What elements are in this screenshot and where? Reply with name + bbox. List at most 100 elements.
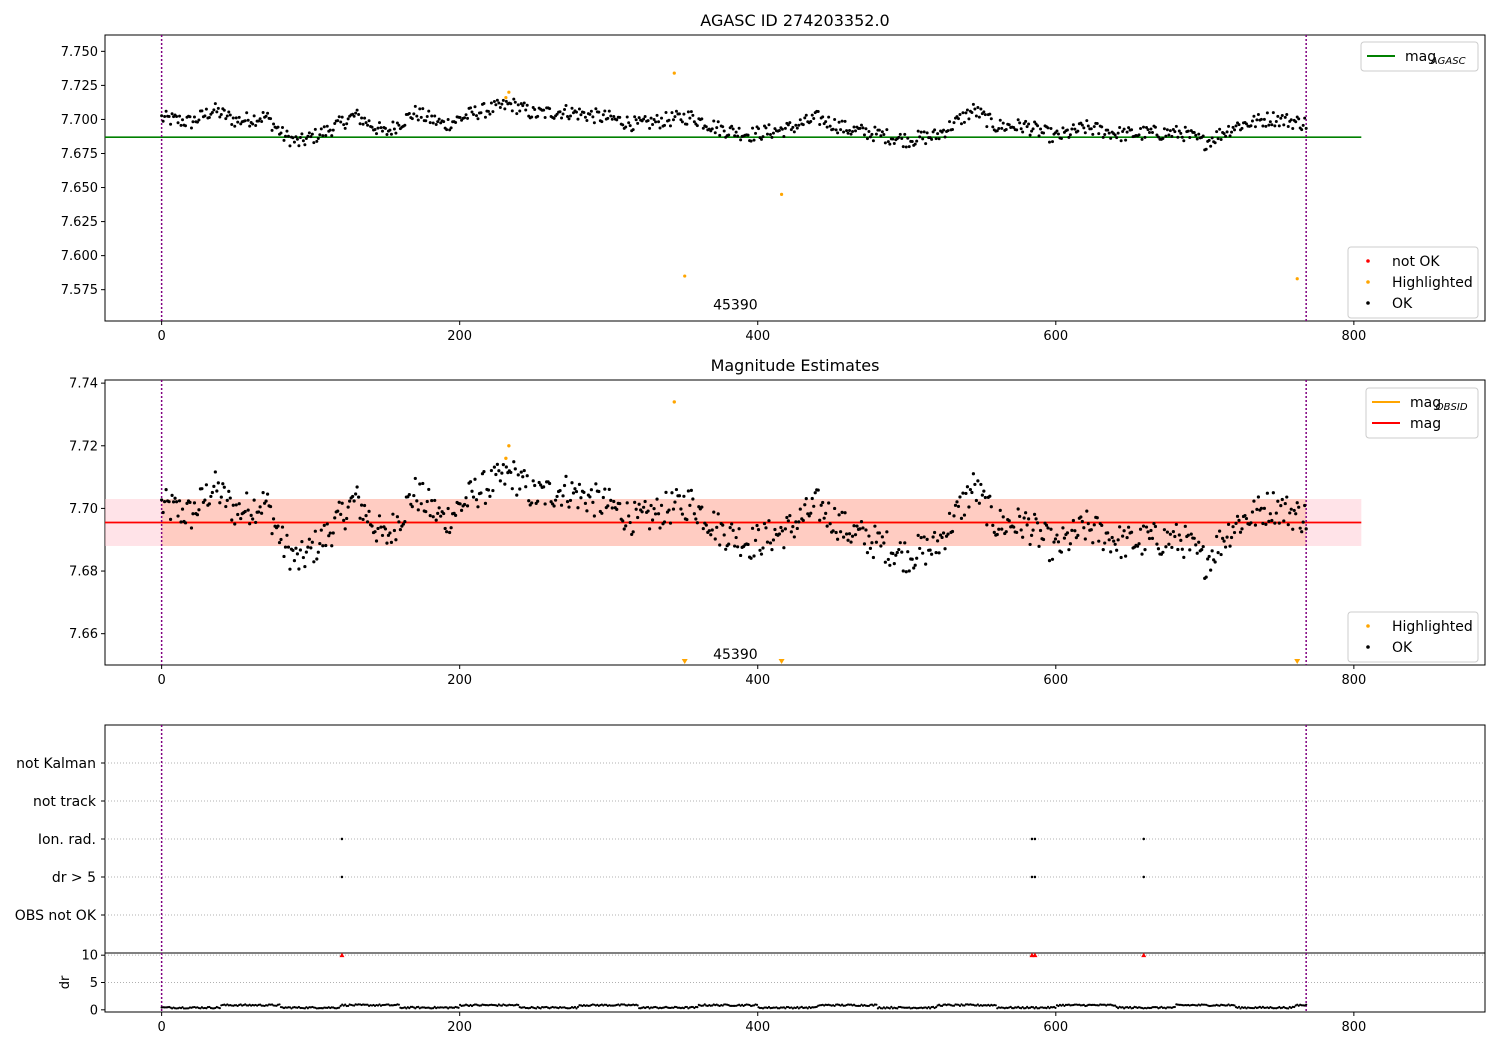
dr-point <box>417 1005 420 1009</box>
ok-point <box>524 108 528 112</box>
ok-point <box>930 137 934 141</box>
ok-point <box>737 527 741 531</box>
ok-point <box>882 132 886 136</box>
ok-point <box>609 114 613 118</box>
ok-point <box>855 524 859 528</box>
ok-point <box>810 113 814 117</box>
ok-point <box>967 117 971 121</box>
ok-point <box>1044 523 1049 527</box>
ok-point <box>764 526 768 530</box>
ok-point <box>398 528 402 532</box>
ok-point <box>464 113 468 117</box>
ok-point <box>948 120 952 124</box>
ok-point <box>530 115 534 119</box>
ok-point <box>727 133 731 137</box>
ok-point <box>340 115 344 119</box>
dr-point <box>833 1004 836 1008</box>
ok-point <box>718 133 722 137</box>
ok-point <box>328 128 332 132</box>
ok-point <box>1197 540 1201 544</box>
ok-point <box>579 113 583 117</box>
ok-point <box>962 513 967 517</box>
ok-point <box>269 117 273 121</box>
ok-point <box>694 517 698 521</box>
dr-point <box>926 1007 929 1010</box>
ok-point <box>300 540 304 544</box>
ok-point <box>627 514 631 518</box>
ok-point <box>1210 136 1214 140</box>
ok-point <box>363 116 367 120</box>
ok-point <box>354 492 358 496</box>
ok-point <box>339 120 343 124</box>
ok-point <box>612 114 616 118</box>
ok-point <box>254 124 258 128</box>
ok-point <box>257 510 261 514</box>
ok-point <box>1125 535 1129 540</box>
ok-point <box>413 476 417 481</box>
ok-point <box>915 139 919 143</box>
dr-point <box>934 1005 938 1009</box>
x-tick-label: 600 <box>1043 1020 1068 1035</box>
ok-point <box>167 115 171 119</box>
ok-point <box>1174 522 1178 527</box>
ok-point <box>1280 114 1284 118</box>
ok-point <box>1168 532 1172 536</box>
ok-point <box>265 492 270 496</box>
ok-point <box>1091 541 1095 545</box>
ok-point <box>1048 140 1052 144</box>
ok-point <box>813 491 817 495</box>
ok-point <box>846 538 850 542</box>
ok-point <box>410 117 414 121</box>
ok-point <box>424 509 428 514</box>
ok-point <box>407 493 411 497</box>
ok-point <box>1244 122 1248 126</box>
ok-point <box>1118 125 1122 129</box>
ok-point <box>752 138 756 142</box>
ok-point <box>285 533 289 537</box>
ok-point <box>1086 522 1090 526</box>
ok-point <box>838 530 843 534</box>
ok-point <box>577 107 581 111</box>
ok-point <box>164 109 168 113</box>
ok-point <box>433 498 437 503</box>
ok-point <box>773 127 777 131</box>
ok-point <box>633 115 637 119</box>
ok-point <box>563 107 567 111</box>
ok-point <box>1209 144 1213 148</box>
dr-point <box>1237 1005 1241 1008</box>
ok-point <box>276 524 280 528</box>
legend-box <box>1347 611 1479 663</box>
ok-point <box>495 462 499 466</box>
ok-point <box>1268 512 1272 516</box>
ok-point <box>789 128 793 132</box>
ok-point <box>343 527 347 531</box>
ok-point <box>688 116 692 120</box>
ok-point <box>184 124 188 128</box>
ok-point <box>646 509 650 513</box>
ok-point <box>1124 138 1128 142</box>
ok-point <box>983 113 987 117</box>
ok-point <box>651 122 655 126</box>
ok-point <box>880 535 884 539</box>
ok-point <box>1271 111 1275 115</box>
ok-point <box>989 117 993 121</box>
ok-point <box>216 106 220 110</box>
ok-point <box>795 526 799 531</box>
ok-point <box>1050 557 1055 561</box>
ok-point <box>895 550 899 555</box>
ok-point <box>415 114 419 118</box>
ok-point <box>436 511 440 515</box>
ok-point <box>837 120 841 124</box>
ok-point <box>951 127 955 131</box>
ok-point <box>491 110 495 114</box>
ok-point <box>647 527 652 531</box>
flag-point <box>1142 875 1145 879</box>
ok-point <box>1279 116 1283 120</box>
ok-point <box>752 554 756 558</box>
ok-point <box>234 116 238 120</box>
ok-point <box>773 527 777 532</box>
ok-point <box>746 542 750 547</box>
ok-point <box>1061 126 1065 130</box>
ok-point <box>355 108 359 112</box>
